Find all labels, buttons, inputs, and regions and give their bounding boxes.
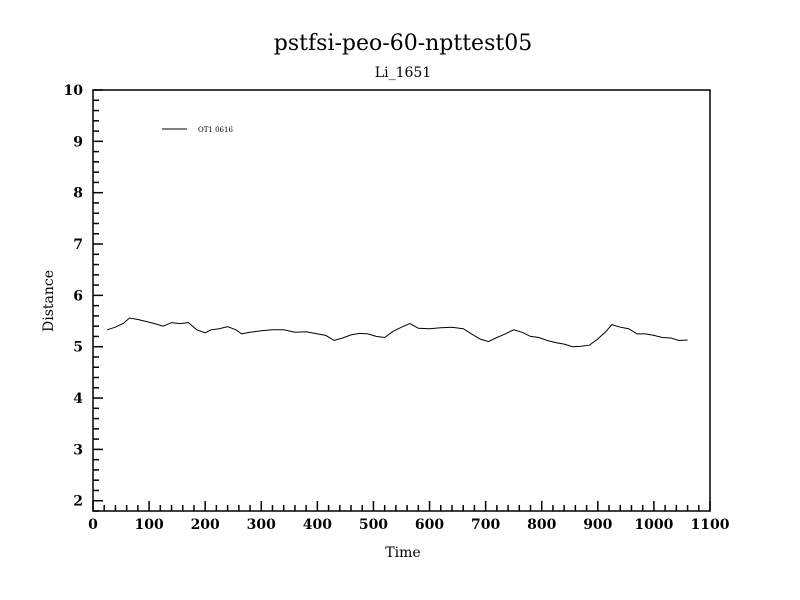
x-tick-label: 1000	[634, 517, 673, 533]
y-tick-label: 10	[64, 83, 84, 99]
y-axis-label: Distance	[41, 270, 57, 332]
x-tick-label: 1100	[691, 517, 730, 533]
ticks	[92, 89, 711, 512]
legend: OT1 0616	[162, 126, 233, 134]
y-tick-label: 4	[73, 391, 83, 407]
plot-frame	[92, 89, 711, 512]
y-tick-label: 8	[73, 186, 83, 202]
x-tick-label: 900	[583, 517, 612, 533]
x-tick-label: 500	[359, 517, 388, 533]
x-axis-label: Time	[385, 545, 420, 561]
y-tick-label: 3	[73, 442, 83, 458]
chart-subtitle: Li_1651	[375, 65, 431, 81]
y-tick-label: 6	[73, 288, 83, 304]
x-tick-label: 800	[527, 517, 556, 533]
x-tick-label: 200	[191, 517, 220, 533]
tick-labels: 0 100 200 300 400 500 600 700 800 900 1000 1100 2 3 4 5…	[64, 83, 730, 533]
chart-title: pstfsi-peo-60-npttest05	[274, 31, 532, 56]
series-line	[106, 317, 688, 348]
x-tick-label: 600	[415, 517, 444, 533]
x-tick-label: 700	[471, 517, 500, 533]
y-tick-label: 9	[73, 134, 83, 150]
x-tick-label: 100	[134, 517, 163, 533]
y-tick-label: 2	[73, 494, 83, 510]
y-tick-label: 5	[73, 340, 83, 356]
legend-label: OT1 0616	[198, 126, 233, 134]
x-tick-label: 400	[303, 517, 332, 533]
x-tick-label: 0	[88, 517, 98, 533]
x-tick-label: 300	[247, 517, 276, 533]
y-tick-label: 7	[73, 237, 83, 253]
